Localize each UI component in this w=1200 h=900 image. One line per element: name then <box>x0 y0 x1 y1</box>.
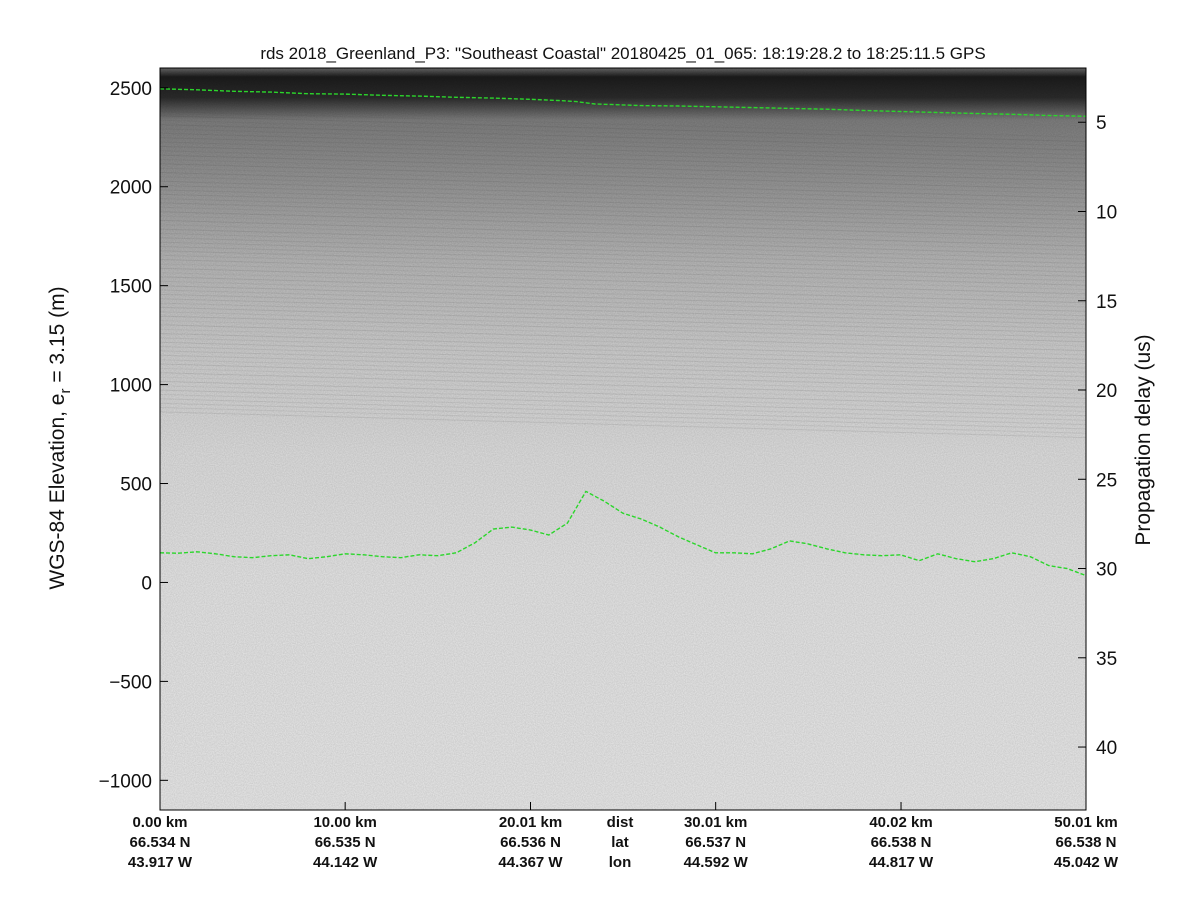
bottom-dist-label: 50.01 km <box>1054 814 1117 831</box>
left-tick-label: −500 <box>109 672 152 693</box>
left-tick-label: 1000 <box>110 376 152 397</box>
bottom-lon-label: 45.042 W <box>1054 854 1119 871</box>
row-label-lon: lon <box>609 854 632 871</box>
bottom-dist-label: 0.00 km <box>132 814 187 831</box>
left-tick-label: 1500 <box>110 277 152 298</box>
bottom-lat-label: 66.536 N <box>500 834 561 851</box>
bottom-dist-label: 30.01 km <box>684 814 747 831</box>
bottom-lon-label: 43.917 W <box>128 854 193 871</box>
bottom-dist-label: 10.00 km <box>313 814 376 831</box>
right-tick-label: 20 <box>1096 381 1117 402</box>
right-tick-label: 30 <box>1096 560 1117 581</box>
bottom-dist-label: 40.02 km <box>869 814 932 831</box>
left-axis: 2500 2000 1500 1000 500 0 −500 −1000 <box>99 79 168 792</box>
bottom-lat-label: 66.535 N <box>315 834 376 851</box>
left-tick-label: −1000 <box>99 771 152 792</box>
series-group <box>160 88 1086 577</box>
bed-line <box>160 490 1086 577</box>
right-axis-title: Propagation delay (us) <box>1132 334 1155 545</box>
bottom-lon-label: 44.367 W <box>498 854 563 871</box>
echogram-image <box>160 68 1086 810</box>
row-label-lat: lat <box>611 834 629 851</box>
bottom-lat-label: 66.538 N <box>1056 834 1117 851</box>
right-tick-label: 5 <box>1096 113 1107 134</box>
right-tick-label: 40 <box>1096 738 1117 759</box>
bottom-lon-label: 44.817 W <box>869 854 934 871</box>
plot-frame <box>159 67 1087 811</box>
bottom-dist-label: 20.01 km <box>499 814 562 831</box>
left-axis-title: WGS-84 Elevation, er = 3.15 (m) <box>46 286 74 589</box>
bottom-axis-labels: 0.00 km 66.534 N 43.917 W 10.00 km 66.535 N 4… <box>128 802 1119 871</box>
left-tick-label: 500 <box>120 475 152 496</box>
right-tick-label: 15 <box>1096 292 1117 313</box>
chart-title: rds 2018_Greenland_P3: "Southeast Coasta… <box>260 44 985 63</box>
bottom-lon-label: 44.142 W <box>313 854 378 871</box>
right-tick-label: 25 <box>1096 470 1117 491</box>
left-tick-label: 2000 <box>110 178 152 199</box>
right-tick-label: 35 <box>1096 649 1117 670</box>
bottom-lon-label: 44.592 W <box>684 854 749 871</box>
bottom-lat-label: 66.537 N <box>685 834 746 851</box>
left-tick-label: 0 <box>141 573 152 594</box>
surface-line <box>160 88 1086 117</box>
bottom-lat-label: 66.534 N <box>130 834 191 851</box>
bottom-lat-label: 66.538 N <box>871 834 932 851</box>
row-label-dist: dist <box>607 814 634 831</box>
right-tick-label: 10 <box>1096 202 1117 223</box>
right-axis: 5 10 15 20 25 30 35 40 <box>1078 113 1117 759</box>
left-tick-label: 2500 <box>110 79 152 100</box>
